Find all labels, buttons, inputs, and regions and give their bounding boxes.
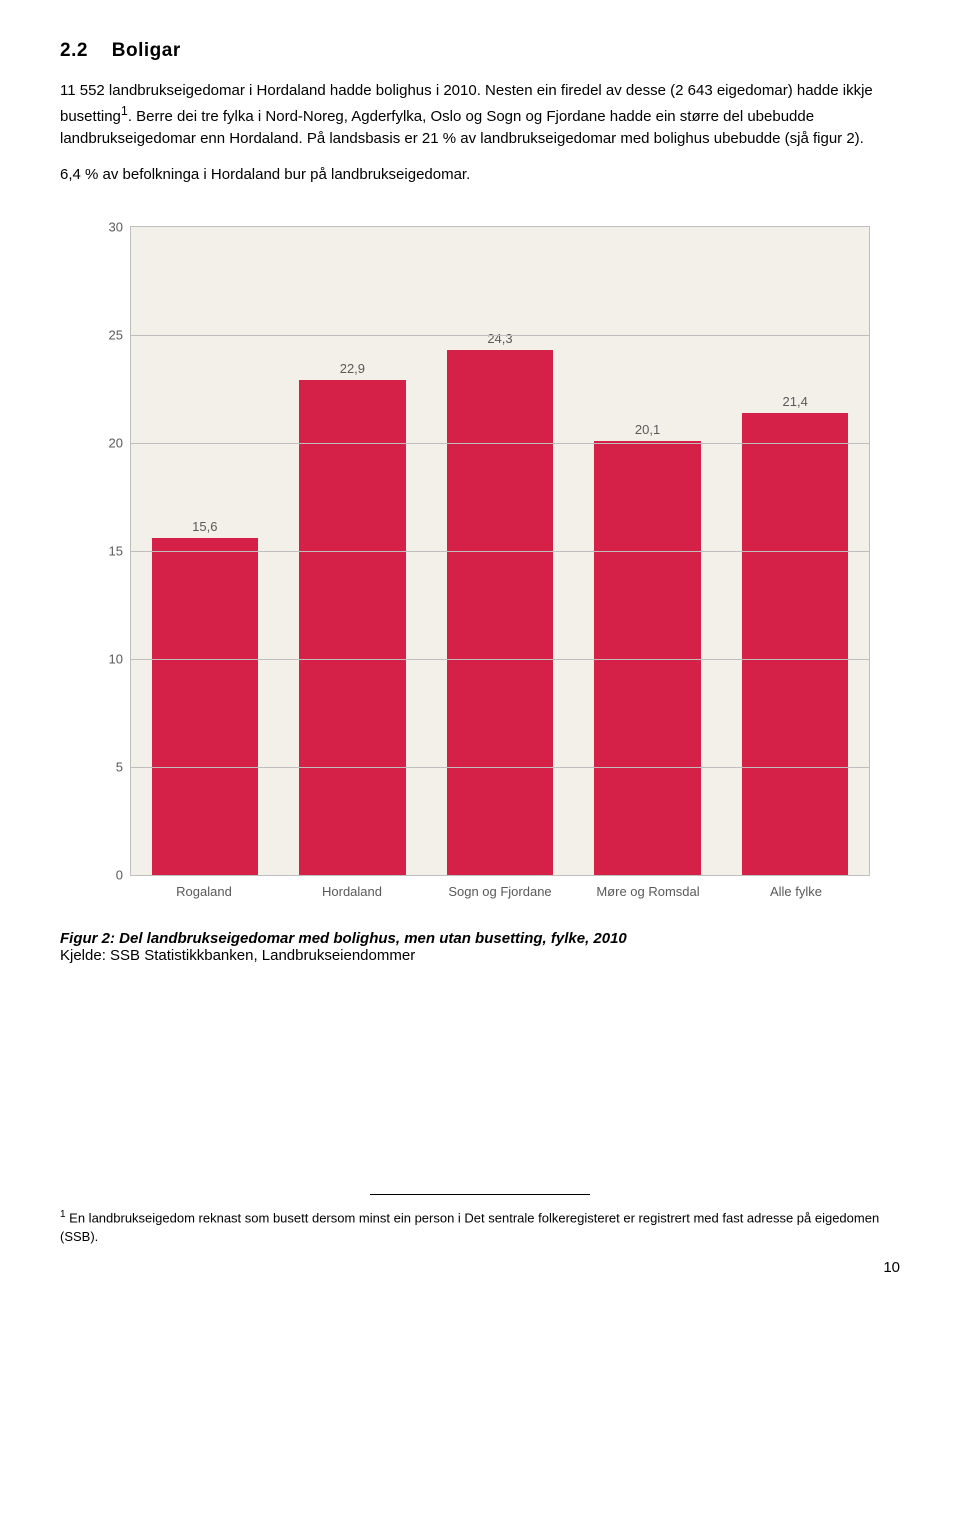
bar-value-label: 24,3 xyxy=(487,331,512,350)
x-tick-label: Møre og Romsdal xyxy=(574,876,722,916)
chart-container: Del landbrukseigedomar (%) 15,622,924,32… xyxy=(60,216,880,964)
bar: 20,1 xyxy=(594,441,700,875)
section-heading: 2.2 Boligar xyxy=(60,40,900,62)
gridline xyxy=(131,551,869,552)
paragraph-1: 11 552 landbrukseigedomar i Hordaland ha… xyxy=(60,80,880,149)
y-tick-label: 10 xyxy=(109,652,131,667)
gridline xyxy=(131,659,869,660)
plot-area: 15,622,924,320,121,4 051015202530 xyxy=(130,226,870,876)
y-tick-label: 20 xyxy=(109,436,131,451)
x-axis-labels: RogalandHordalandSogn og FjordaneMøre og… xyxy=(130,876,870,916)
section-title: Boligar xyxy=(112,40,181,61)
section-number: 2.2 xyxy=(60,40,106,62)
bar-value-label: 20,1 xyxy=(635,422,660,441)
footnote-separator xyxy=(370,1194,590,1195)
x-tick-label: Alle fylke xyxy=(722,876,870,916)
paragraph-2: 6,4 % av befolkninga i Hordaland bur på … xyxy=(60,164,880,186)
bar: 24,3 xyxy=(447,350,553,875)
y-tick-label: 30 xyxy=(109,220,131,235)
gridline xyxy=(131,443,869,444)
footnote-text: En landbrukseigedom reknast som busett d… xyxy=(60,1210,879,1243)
p1-b: . Berre dei tre fylka i Nord-Noreg, Agde… xyxy=(60,108,864,147)
bar-value-label: 15,6 xyxy=(192,519,217,538)
figure-title: Figur 2: Del landbrukseigedomar med boli… xyxy=(60,930,880,947)
page-number: 10 xyxy=(60,1259,900,1276)
gridline xyxy=(131,335,869,336)
bar-value-label: 21,4 xyxy=(783,394,808,413)
x-tick-label: Hordaland xyxy=(278,876,426,916)
x-tick-label: Rogaland xyxy=(130,876,278,916)
footnote: 1 En landbrukseigedom reknast som busett… xyxy=(60,1208,880,1246)
bar: 21,4 xyxy=(742,413,848,875)
y-tick-label: 0 xyxy=(116,868,131,883)
y-tick-label: 5 xyxy=(116,760,131,775)
x-tick-label: Sogn og Fjordane xyxy=(426,876,574,916)
bar-chart: Del landbrukseigedomar (%) 15,622,924,32… xyxy=(60,216,880,916)
bar-value-label: 22,9 xyxy=(340,361,365,380)
p1-sup: 1 xyxy=(121,104,128,118)
y-tick-label: 15 xyxy=(109,544,131,559)
figure-source: Kjelde: SSB Statistikkbanken, Landbrukse… xyxy=(60,947,880,964)
gridline xyxy=(131,767,869,768)
figure-caption: Figur 2: Del landbrukseigedomar med boli… xyxy=(60,930,880,964)
y-tick-label: 25 xyxy=(109,328,131,343)
bar: 22,9 xyxy=(299,380,405,875)
bar: 15,6 xyxy=(152,538,258,875)
